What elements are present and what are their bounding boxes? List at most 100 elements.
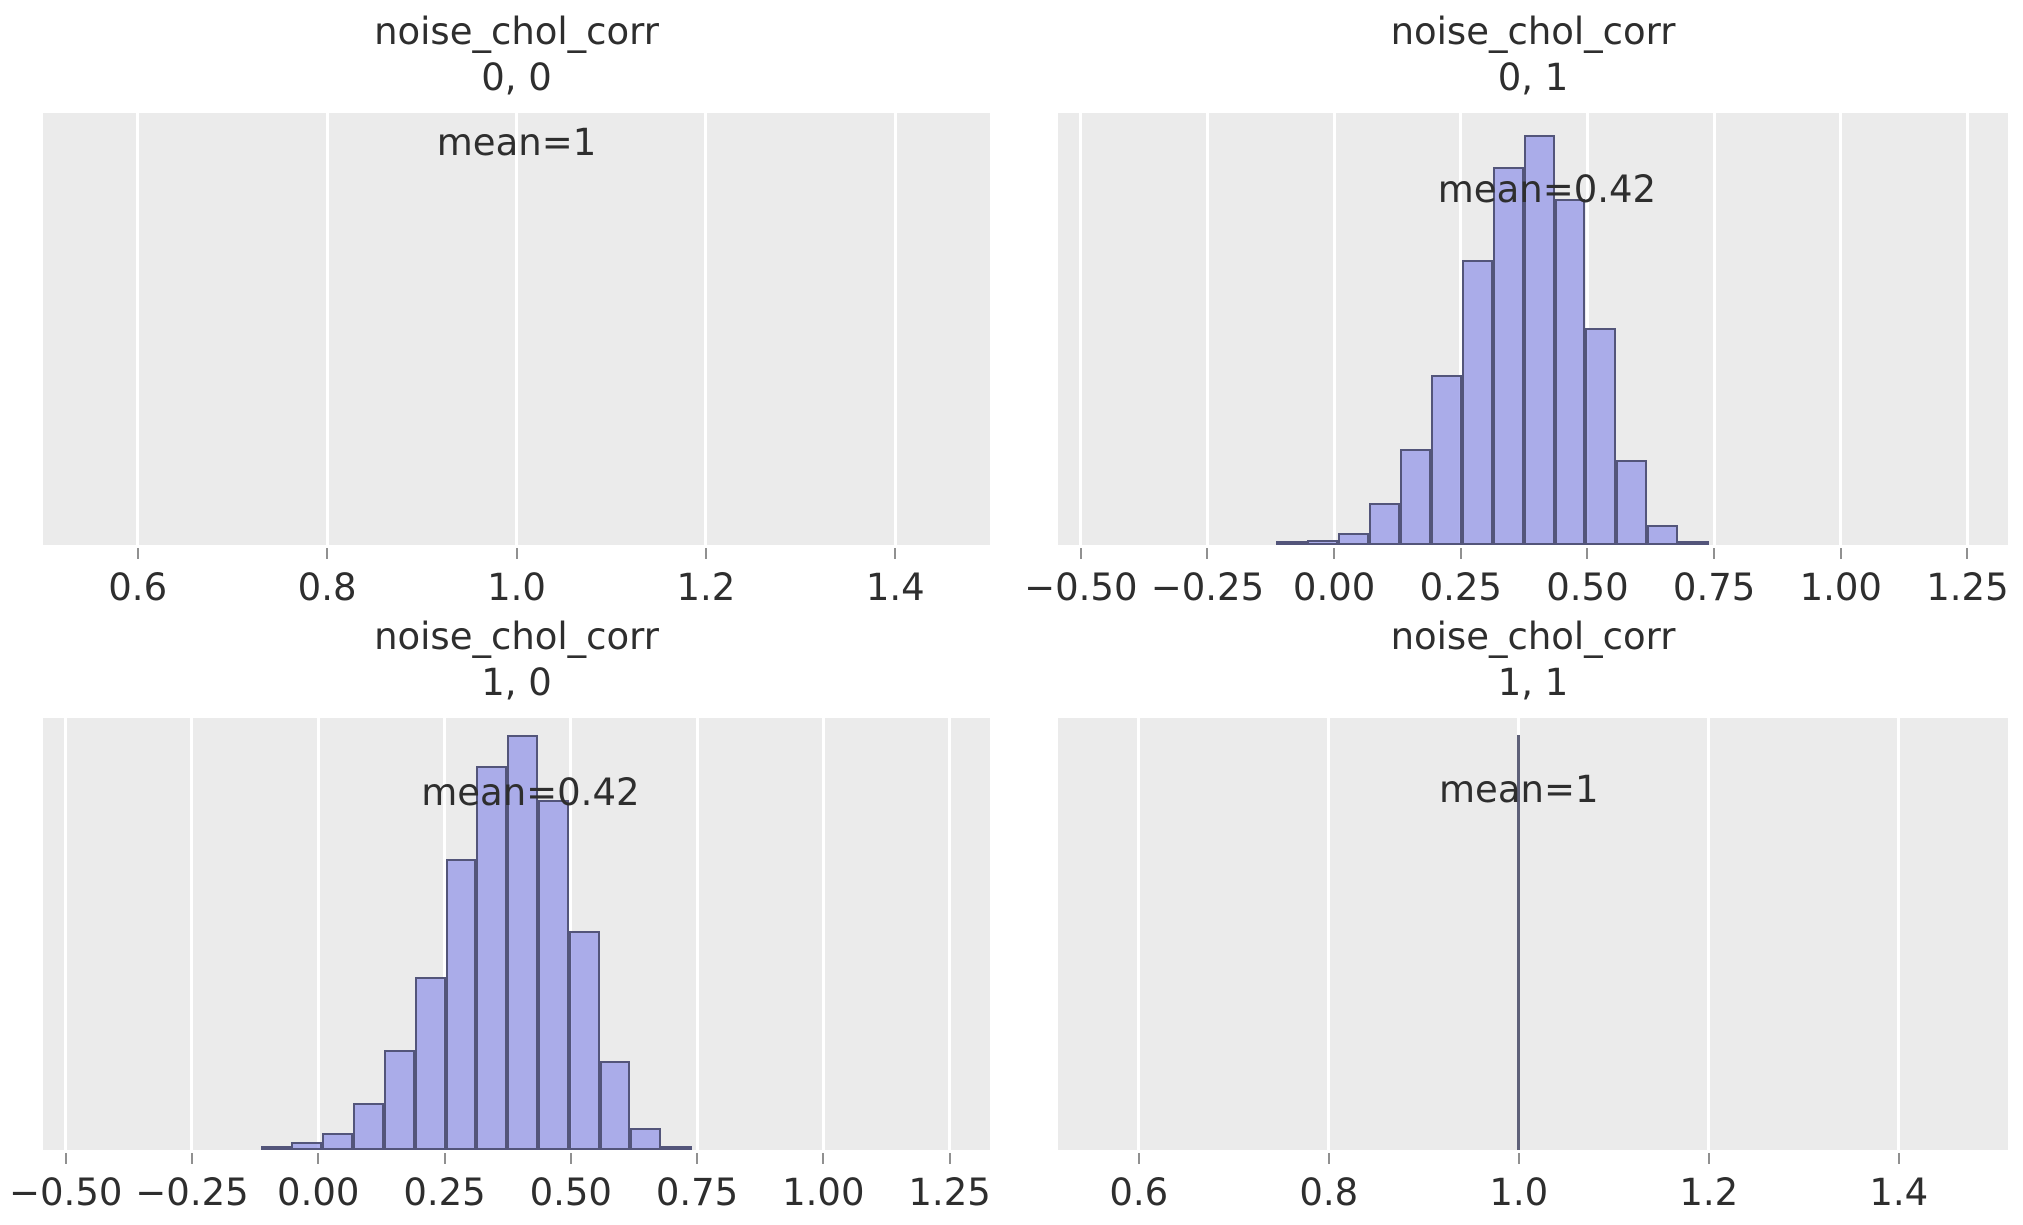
x-tick-label: −0.25: [1150, 566, 1265, 609]
subplot-title-var: noise_chol_corr: [374, 615, 659, 658]
x-axis-1-1: 0.6 0.8 1.0 1.2 1.4: [1058, 1150, 2008, 1225]
hist-bar: [383, 1050, 415, 1150]
x-axis-1-0: −0.50 −0.25 0.00 0.25 0.50 0.75 1.00 1.25: [9, 1150, 991, 1225]
x-tick-mark: [1517, 1153, 1520, 1164]
x-tick-mark: [190, 1153, 193, 1164]
x-tick-label: 0.8: [297, 566, 357, 609]
gridline: [1079, 113, 1083, 545]
x-tick-label: 1.2: [1679, 1171, 1739, 1214]
x-tick-mark: [1897, 1153, 1900, 1164]
gridline: [1965, 113, 1969, 545]
x-tick-label: 0.00: [1292, 566, 1376, 609]
plot-area-1-0: mean=0.42: [43, 718, 990, 1150]
gridline: [1712, 113, 1716, 545]
x-tick-mark: [64, 1153, 67, 1164]
x-tick-label: −0.50: [9, 1171, 123, 1214]
gridline: [1517, 718, 1521, 1150]
hist-bar: [1585, 327, 1617, 545]
x-tick-mark: [822, 1153, 825, 1164]
gridline: [1585, 113, 1589, 545]
x-tick-mark: [1586, 548, 1589, 559]
gridline: [515, 113, 518, 545]
x-tick-mark: [1137, 1153, 1140, 1164]
subplot-title-index: 1, 0: [481, 661, 552, 704]
gridline: [190, 718, 194, 1150]
subplot-title-var: noise_chol_corr: [374, 10, 659, 53]
x-tick-mark: [317, 1153, 320, 1164]
x-tick-mark: [515, 548, 518, 559]
x-tick-mark: [1707, 1153, 1710, 1164]
x-tick-label: 1.00: [782, 1171, 865, 1214]
x-tick-mark: [1327, 1153, 1330, 1164]
hist-bar: [1647, 524, 1679, 545]
x-tick-label: 1.0: [1489, 1171, 1549, 1214]
hist-bar: [630, 1128, 662, 1150]
x-tick-label: 0.75: [655, 1171, 739, 1214]
x-tick-label: 1.0: [487, 566, 546, 609]
x-tick-mark: [704, 548, 707, 559]
gridline: [569, 718, 573, 1150]
hist-bar: [445, 858, 477, 1150]
subplot-title-index: 1, 1: [1497, 661, 1569, 704]
plot-area-0-0: mean=1: [43, 113, 990, 545]
gridline: [1327, 718, 1331, 1150]
subplot-title-var: noise_chol_corr: [1390, 615, 1676, 658]
hist-bar: [322, 1132, 354, 1150]
gridline: [64, 718, 68, 1150]
x-tick-label: 1.00: [1799, 566, 1882, 609]
hist-bar: [260, 1145, 292, 1150]
hist-bar: [661, 1146, 692, 1150]
hist-bar: [476, 765, 508, 1150]
hist-bar: [353, 1103, 384, 1150]
x-tick-label: 1.25: [908, 1171, 991, 1214]
hist-bar: [1554, 199, 1586, 545]
hist-bar: [507, 735, 538, 1150]
x-tick-mark: [443, 1153, 446, 1164]
gridline: [1839, 113, 1843, 545]
x-tick-mark: [569, 1153, 572, 1164]
x-tick-mark: [948, 1153, 951, 1164]
x-tick-label: 0.00: [277, 1171, 360, 1214]
hist-bar: [599, 1061, 631, 1150]
hist-bar: [1678, 541, 1710, 545]
x-tick-mark: [894, 548, 897, 559]
x-tick-label: 0.75: [1672, 566, 1756, 609]
gridline: [1205, 113, 1209, 545]
x-axis-0-0: 0.6 0.8 1.0 1.2 1.4: [43, 545, 990, 620]
x-tick-mark: [696, 1153, 699, 1164]
spike-bar: [1517, 735, 1521, 1150]
x-tick-mark: [1459, 548, 1462, 559]
subplot-title-0-1: noise_chol_corr 0, 1: [1058, 9, 2008, 101]
gridline: [893, 113, 897, 545]
hist-bar: [1400, 448, 1431, 545]
gridline: [695, 718, 699, 1150]
mean-annotation: mean=1: [436, 121, 597, 164]
hist-bar: [568, 931, 600, 1150]
x-tick-mark: [1206, 548, 1209, 559]
x-tick-label: 1.2: [676, 566, 736, 609]
gridline: [316, 718, 320, 1150]
hist-bar: [291, 1141, 323, 1150]
x-tick-label: 0.25: [403, 1171, 486, 1214]
x-tick-label: 0.50: [1546, 566, 1629, 609]
x-tick-label: −0.25: [135, 1171, 249, 1214]
plot-area-0-1: mean=0.42: [1058, 113, 2008, 545]
hist-bar: [1276, 541, 1308, 545]
x-tick-label: 1.4: [865, 566, 925, 609]
x-tick-mark: [136, 548, 139, 559]
mean-annotation: mean=1: [1439, 768, 1599, 811]
hist-bar: [1616, 460, 1648, 545]
gridline: [136, 113, 140, 545]
x-tick-mark: [1333, 548, 1336, 559]
gridline: [821, 718, 825, 1150]
subplot-title-var: noise_chol_corr: [1390, 10, 1676, 53]
hist-bar: [1430, 375, 1462, 545]
subplot-title-1-1: noise_chol_corr 1, 1: [1058, 614, 2008, 706]
hist-bar: [537, 800, 569, 1150]
gridline: [1897, 718, 1901, 1150]
hist-bar: [1338, 532, 1370, 545]
